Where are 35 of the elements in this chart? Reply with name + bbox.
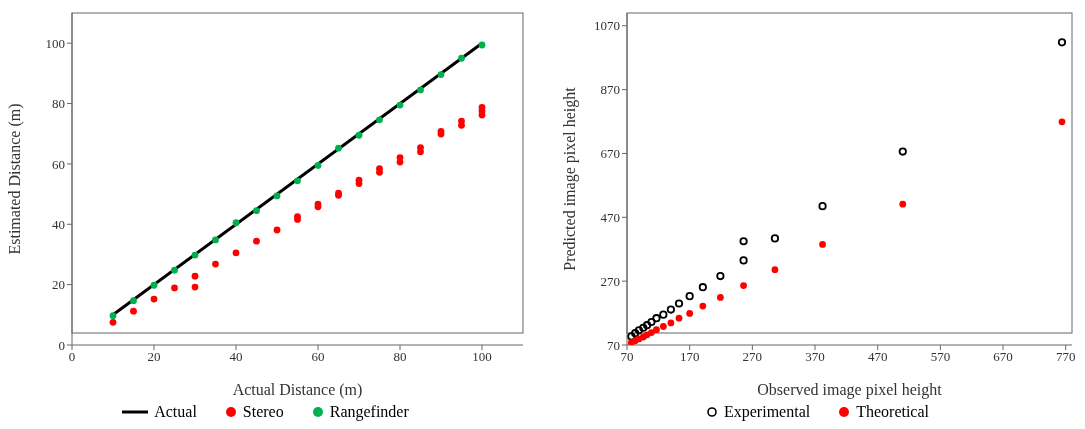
x-tick-label: 60 bbox=[311, 349, 325, 365]
x-tick-label: 470 bbox=[867, 349, 888, 365]
y-axis-title: Predicted image pixel height bbox=[560, 86, 579, 271]
y-tick-label: 1070 bbox=[594, 18, 620, 34]
x-tick-label: 670 bbox=[993, 349, 1013, 365]
y-tick-label: 60 bbox=[52, 156, 65, 172]
legend-label: Theoretical bbox=[856, 403, 930, 421]
y-tick-label: 0 bbox=[58, 337, 65, 353]
x-tick-label: 570 bbox=[930, 349, 951, 365]
y-tick-label: 270 bbox=[600, 273, 620, 289]
x-tick-label: 770 bbox=[1055, 349, 1076, 365]
legend-label: Stereo bbox=[242, 403, 284, 421]
x-tick-label: 270 bbox=[742, 349, 763, 365]
x-tick-label: 100 bbox=[472, 349, 492, 365]
y-tick-label: 670 bbox=[600, 146, 620, 162]
x-tick-label: 170 bbox=[679, 349, 700, 365]
x-tick-label: 70 bbox=[620, 349, 634, 365]
x-axis-title: Observed image pixel height bbox=[757, 381, 943, 399]
x-tick-label: 80 bbox=[393, 349, 407, 365]
legend-label: Rangefinder bbox=[329, 403, 409, 421]
y-tick-label: 100 bbox=[45, 35, 65, 51]
y-tick-label: 470 bbox=[600, 209, 620, 225]
y-tick-label: 870 bbox=[600, 82, 620, 98]
x-tick-label: 370 bbox=[805, 349, 825, 365]
x-tick-label: 40 bbox=[229, 349, 243, 365]
y-tick-label: 40 bbox=[52, 216, 65, 232]
y-axis-title: Estimated Distance (m) bbox=[5, 103, 24, 255]
y-tick-label: 80 bbox=[52, 96, 65, 112]
x-axis-title: Actual Distance (m) bbox=[232, 381, 363, 399]
legend-label: Actual bbox=[154, 403, 197, 421]
x-tick-label: 0 bbox=[68, 349, 76, 365]
x-tick-label: 20 bbox=[147, 349, 161, 365]
legend-label: Experimental bbox=[723, 403, 811, 421]
y-tick-label: 20 bbox=[52, 277, 65, 293]
y-tick-label: 70 bbox=[607, 337, 620, 353]
